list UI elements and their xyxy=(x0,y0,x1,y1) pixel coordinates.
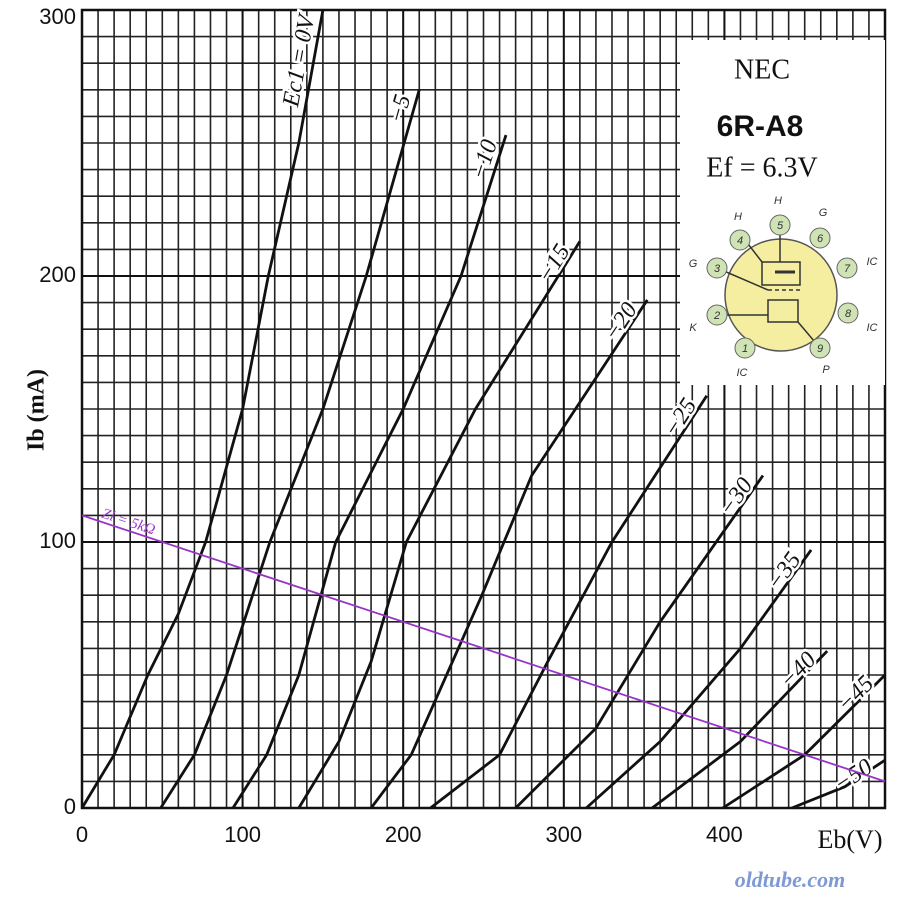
pin-label: H xyxy=(774,195,782,207)
y-tick-label: 200 xyxy=(39,262,76,287)
pin xyxy=(769,214,791,236)
curve xyxy=(514,474,765,809)
pin-label: IC xyxy=(867,256,878,268)
pin-label: H xyxy=(734,211,742,223)
curve xyxy=(585,549,813,810)
y-tick-label: 300 xyxy=(39,4,76,29)
pin-label: G xyxy=(689,258,698,270)
pin-number: 6 xyxy=(817,233,824,245)
tube-envelope xyxy=(724,238,838,352)
pin-number: 2 xyxy=(713,310,720,322)
x-tick-label: 0 xyxy=(76,822,88,847)
pin-number: 3 xyxy=(714,263,721,275)
load-line xyxy=(81,514,886,783)
heater: Ef = 6.3V xyxy=(706,152,817,183)
x-tick-label: 400 xyxy=(706,822,743,847)
watermark: oldtube.com xyxy=(735,867,846,892)
curve xyxy=(369,299,649,809)
pin xyxy=(706,304,728,326)
tube-inset: NEC 6R-A8 Ef = 6.3V 1 IC 2 K 3 G 4 H 5 H 6 G 7 IC 8 IC 9… xyxy=(680,40,885,385)
pin-label: IC xyxy=(737,367,748,379)
pin-label: K xyxy=(689,322,697,334)
x-tick-label: 300 xyxy=(545,822,582,847)
model: 6R-A8 xyxy=(717,110,804,143)
y-axis-label: Ib (mA) xyxy=(24,369,50,451)
curve xyxy=(429,394,708,810)
pin-number: 5 xyxy=(777,220,784,232)
x-tick-label: 200 xyxy=(385,822,422,847)
pin xyxy=(809,337,831,359)
pin xyxy=(706,257,728,279)
curve xyxy=(231,134,508,809)
pin-label: P xyxy=(822,364,830,376)
pin-label: G xyxy=(819,207,828,219)
pin xyxy=(729,229,751,251)
x-axis-label: Eb(V) xyxy=(818,825,883,854)
pin-label: IC xyxy=(867,322,878,334)
curve xyxy=(651,650,829,810)
y-tick-label: 100 xyxy=(39,528,76,553)
pin-number: 1 xyxy=(742,343,748,355)
pin xyxy=(837,302,859,324)
curve xyxy=(791,758,886,810)
brand: NEC xyxy=(734,54,790,85)
curve xyxy=(80,9,325,809)
x-tick-label: 100 xyxy=(224,822,261,847)
pin-number: 9 xyxy=(817,343,823,355)
curve xyxy=(159,89,421,809)
curve xyxy=(297,240,582,809)
pin-number: 4 xyxy=(737,235,743,247)
pin xyxy=(809,227,831,249)
pins: 1 IC 2 K 3 G 4 H 5 H 6 G 7 IC 8 IC 9 P xyxy=(689,195,878,379)
pin-number: 8 xyxy=(845,308,852,320)
electrodes xyxy=(716,225,821,349)
pin xyxy=(836,257,858,279)
pin xyxy=(734,337,756,359)
y-tick-label: 0 xyxy=(64,794,76,819)
pin-number: 7 xyxy=(844,263,851,275)
